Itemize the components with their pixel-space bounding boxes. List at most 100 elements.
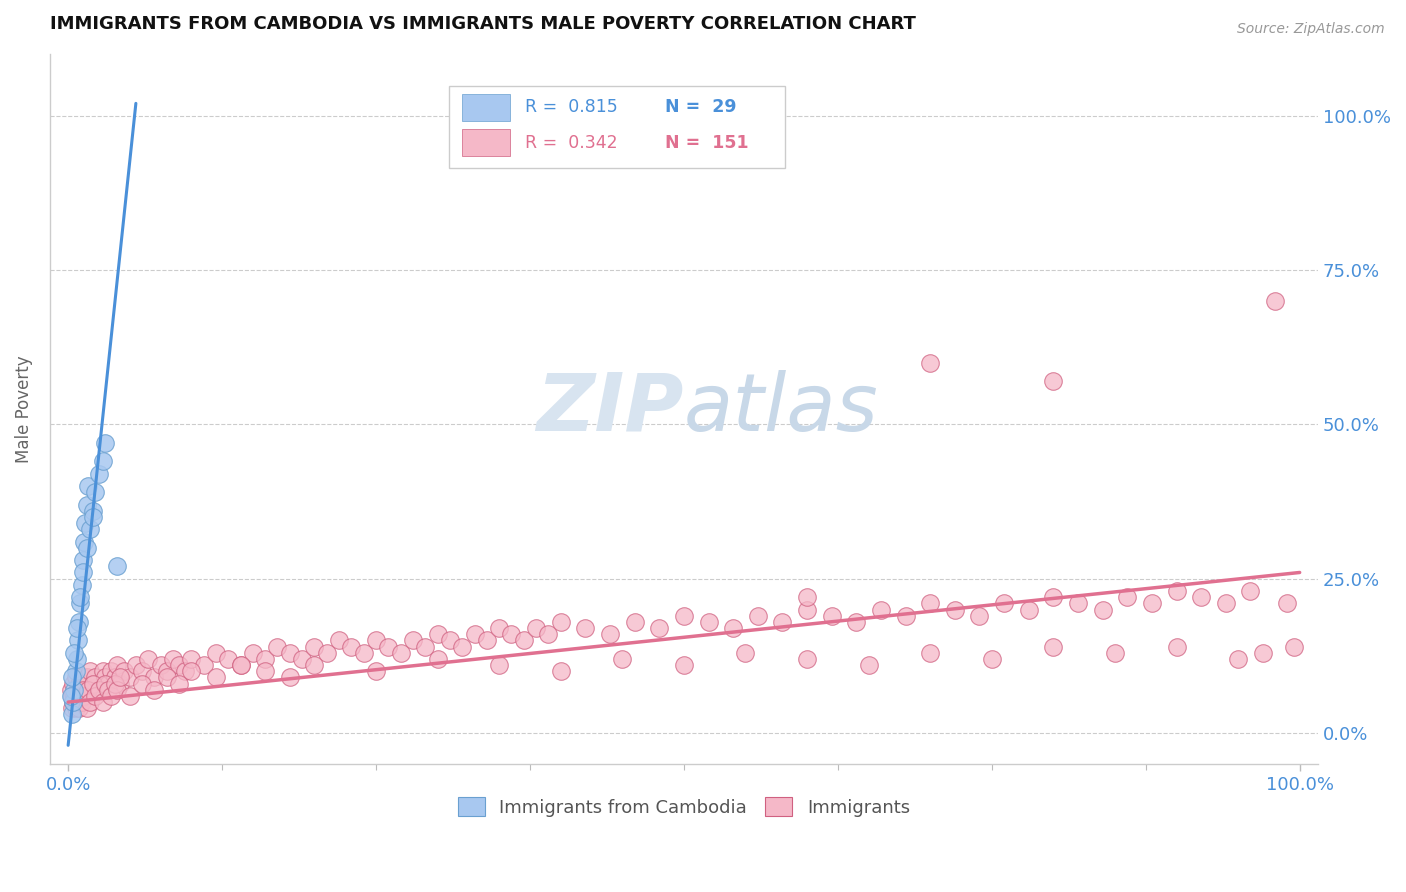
- Text: R =  0.342: R = 0.342: [526, 134, 619, 152]
- Point: [60, 689, 83, 703]
- Point: [72, 553, 94, 567]
- Point: [67, 615, 90, 629]
- Point: [993, 596, 1015, 610]
- Point: [96, 682, 118, 697]
- Point: [70, 695, 93, 709]
- Point: [413, 640, 436, 654]
- Point: [1067, 596, 1090, 610]
- Point: [84, 670, 107, 684]
- Point: [920, 596, 942, 610]
- Point: [82, 510, 104, 524]
- Point: [94, 676, 117, 690]
- Point: [1215, 596, 1237, 610]
- Point: [513, 633, 536, 648]
- Point: [91, 665, 114, 679]
- Point: [84, 485, 107, 500]
- Point: [60, 707, 83, 722]
- Point: [104, 676, 127, 690]
- Point: [66, 689, 89, 703]
- Text: atlas: atlas: [683, 370, 879, 448]
- Point: [770, 615, 793, 629]
- Point: [1189, 590, 1212, 604]
- Point: [73, 689, 96, 703]
- Point: [70, 670, 93, 684]
- Point: [229, 658, 252, 673]
- Y-axis label: Male Poverty: Male Poverty: [15, 355, 32, 463]
- Point: [66, 682, 89, 697]
- Point: [894, 608, 917, 623]
- Point: [747, 608, 769, 623]
- Point: [73, 534, 96, 549]
- Point: [943, 602, 966, 616]
- Point: [1042, 374, 1064, 388]
- Point: [734, 646, 756, 660]
- Point: [1116, 590, 1139, 604]
- Point: [796, 590, 818, 604]
- Point: [796, 602, 818, 616]
- Point: [315, 646, 337, 660]
- FancyBboxPatch shape: [450, 86, 786, 168]
- Point: [79, 522, 101, 536]
- Point: [76, 682, 98, 697]
- Point: [143, 682, 166, 697]
- Point: [63, 682, 86, 697]
- Point: [648, 621, 671, 635]
- Point: [278, 670, 301, 684]
- Point: [1042, 640, 1064, 654]
- Point: [229, 658, 252, 673]
- Point: [1166, 640, 1188, 654]
- Point: [59, 689, 82, 703]
- Point: [72, 566, 94, 580]
- Point: [167, 676, 190, 690]
- Point: [488, 621, 510, 635]
- Point: [149, 658, 172, 673]
- Point: [82, 504, 104, 518]
- Point: [76, 701, 98, 715]
- FancyBboxPatch shape: [463, 129, 510, 156]
- Point: [402, 633, 425, 648]
- Point: [66, 682, 89, 697]
- Point: [65, 701, 87, 715]
- Point: [125, 658, 148, 673]
- Point: [94, 435, 117, 450]
- Point: [76, 670, 98, 684]
- Point: [1166, 584, 1188, 599]
- Point: [426, 652, 449, 666]
- Point: [70, 578, 93, 592]
- Point: [63, 689, 86, 703]
- Point: [328, 633, 350, 648]
- Point: [131, 676, 153, 690]
- Point: [82, 676, 104, 690]
- Point: [79, 695, 101, 709]
- Point: [439, 633, 461, 648]
- Point: [242, 646, 264, 660]
- Text: N =  151: N = 151: [665, 134, 748, 152]
- Point: [599, 627, 621, 641]
- Point: [969, 608, 991, 623]
- Point: [364, 665, 387, 679]
- Point: [76, 479, 98, 493]
- Point: [537, 627, 560, 641]
- Point: [131, 665, 153, 679]
- Point: [167, 658, 190, 673]
- Point: [84, 689, 107, 703]
- Point: [205, 670, 228, 684]
- Point: [377, 640, 399, 654]
- Point: [59, 682, 82, 697]
- Point: [291, 652, 314, 666]
- Point: [1264, 293, 1286, 308]
- Point: [1140, 596, 1163, 610]
- Point: [143, 670, 166, 684]
- Text: IMMIGRANTS FROM CAMBODIA VS IMMIGRANTS MALE POVERTY CORRELATION CHART: IMMIGRANTS FROM CAMBODIA VS IMMIGRANTS M…: [49, 15, 915, 33]
- Text: R =  0.815: R = 0.815: [526, 98, 619, 116]
- Point: [340, 640, 363, 654]
- Point: [162, 652, 184, 666]
- Point: [66, 633, 89, 648]
- Point: [180, 652, 202, 666]
- Point: [112, 665, 135, 679]
- Point: [672, 608, 695, 623]
- Point: [87, 682, 110, 697]
- Point: [205, 646, 228, 660]
- Point: [980, 652, 1002, 666]
- Point: [156, 670, 179, 684]
